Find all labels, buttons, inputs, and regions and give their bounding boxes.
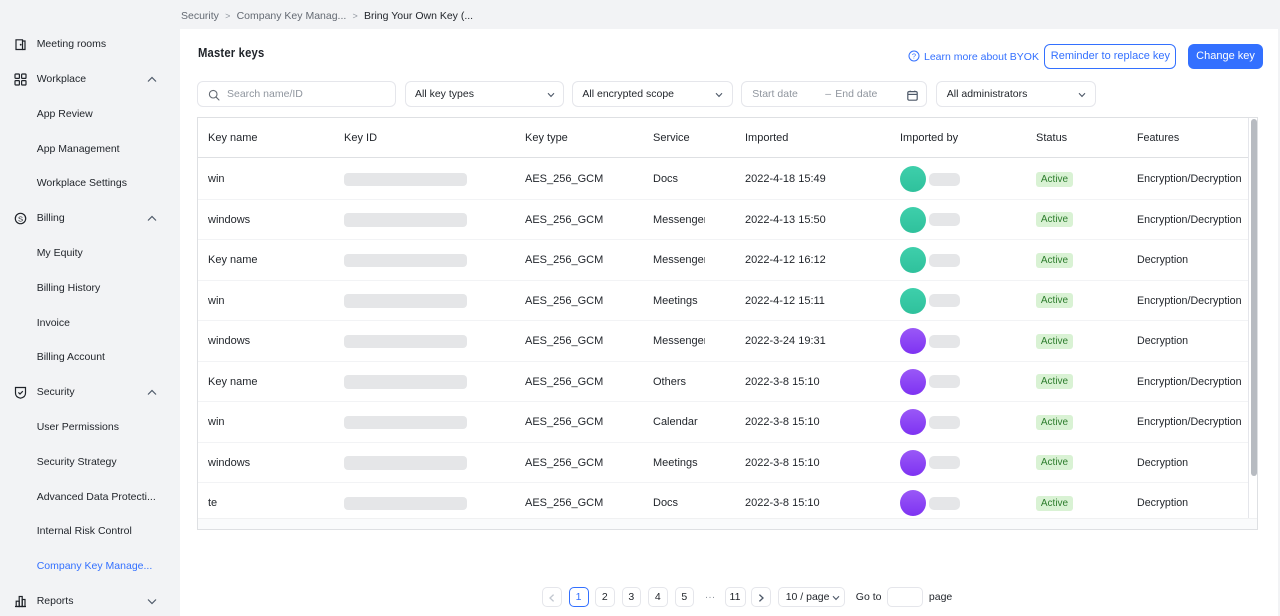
svg-text:?: ? — [912, 52, 916, 61]
svg-text:S: S — [18, 214, 23, 223]
